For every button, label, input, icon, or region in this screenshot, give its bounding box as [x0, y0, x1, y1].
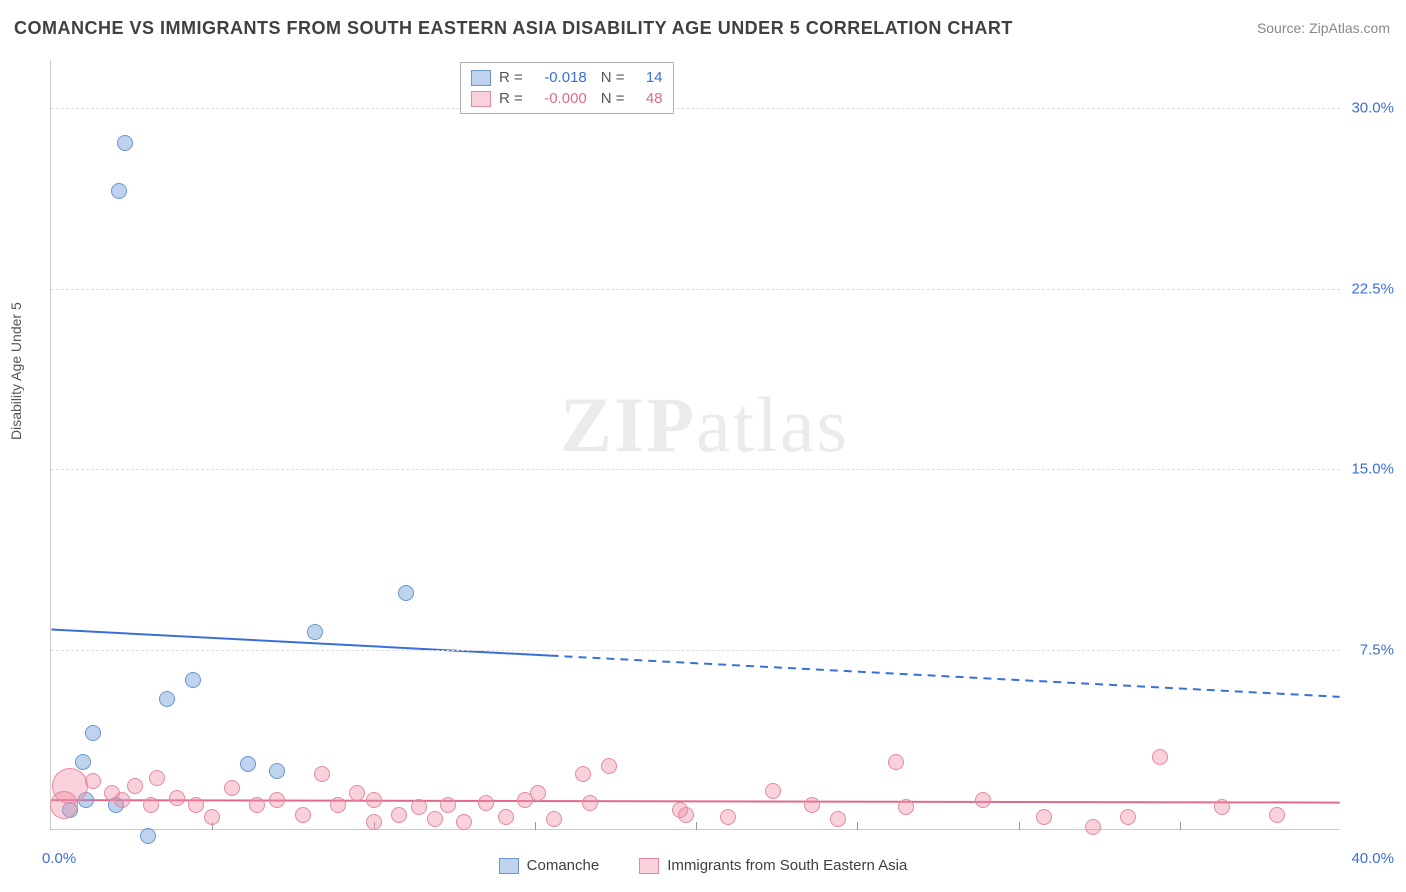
- data-point: [50, 791, 78, 819]
- data-point: [330, 797, 346, 813]
- data-point: [582, 795, 598, 811]
- series-legend: Comanche Immigrants from South Eastern As…: [0, 857, 1406, 874]
- data-point: [307, 624, 323, 640]
- data-point: [204, 809, 220, 825]
- legend-r-label: R =: [499, 69, 523, 86]
- data-point: [117, 135, 133, 151]
- data-point: [249, 797, 265, 813]
- legend-r-value: -0.000: [531, 90, 587, 107]
- data-point: [1152, 749, 1168, 765]
- data-point: [85, 725, 101, 741]
- y-axis-label: Disability Age Under 5: [8, 302, 24, 440]
- data-point: [398, 585, 414, 601]
- gridline: [51, 469, 1340, 470]
- data-point: [85, 773, 101, 789]
- legend-swatch: [639, 858, 659, 874]
- data-point: [1036, 809, 1052, 825]
- legend-stat-row: R = -0.018 N = 14: [471, 67, 663, 88]
- gridline: [51, 289, 1340, 290]
- data-point: [111, 183, 127, 199]
- gridline: [51, 650, 1340, 651]
- legend-n-label: N =: [601, 69, 625, 86]
- data-point: [269, 792, 285, 808]
- chart-title: COMANCHE VS IMMIGRANTS FROM SOUTH EASTER…: [14, 18, 1013, 39]
- data-point: [765, 783, 781, 799]
- data-point: [224, 780, 240, 796]
- data-point: [127, 778, 143, 794]
- trendline-solid: [51, 630, 550, 656]
- data-point: [411, 799, 427, 815]
- legend-swatch: [499, 858, 519, 874]
- x-tick-mark: [1180, 822, 1181, 830]
- legend-series-name: Comanche: [527, 857, 600, 874]
- data-point: [188, 797, 204, 813]
- data-point: [678, 807, 694, 823]
- data-point: [295, 807, 311, 823]
- legend-swatch: [471, 91, 491, 107]
- data-point: [975, 792, 991, 808]
- data-point: [601, 758, 617, 774]
- data-point: [314, 766, 330, 782]
- data-point: [169, 790, 185, 806]
- data-point: [349, 785, 365, 801]
- trendline-solid: [51, 800, 1339, 802]
- legend-swatch: [471, 70, 491, 86]
- data-point: [804, 797, 820, 813]
- data-point: [478, 795, 494, 811]
- legend-series-item: Comanche: [499, 857, 600, 874]
- data-point: [185, 672, 201, 688]
- y-tick-label: 22.5%: [1351, 280, 1394, 297]
- y-tick-label: 15.0%: [1351, 461, 1394, 478]
- data-point: [140, 828, 156, 844]
- data-point: [159, 691, 175, 707]
- x-tick-mark: [696, 822, 697, 830]
- x-tick-mark: [1019, 822, 1020, 830]
- source-attribution: Source: ZipAtlas.com: [1257, 20, 1390, 36]
- y-tick-label: 7.5%: [1360, 641, 1394, 658]
- data-point: [888, 754, 904, 770]
- legend-r-label: R =: [499, 90, 523, 107]
- data-point: [366, 792, 382, 808]
- x-tick-mark: [535, 822, 536, 830]
- data-point: [440, 797, 456, 813]
- trendlines-layer: [51, 60, 1340, 829]
- trendline-dashed: [551, 656, 1340, 697]
- legend-series-item: Immigrants from South Eastern Asia: [639, 857, 907, 874]
- data-point: [240, 756, 256, 772]
- data-point: [149, 770, 165, 786]
- correlation-legend: R = -0.018 N = 14 R = -0.000 N = 48: [460, 62, 674, 114]
- data-point: [143, 797, 159, 813]
- scatter-chart: [50, 60, 1340, 830]
- data-point: [1085, 819, 1101, 835]
- data-point: [1269, 807, 1285, 823]
- legend-n-value: 48: [633, 90, 663, 107]
- data-point: [427, 811, 443, 827]
- data-point: [575, 766, 591, 782]
- data-point: [75, 754, 91, 770]
- y-tick-label: 30.0%: [1351, 100, 1394, 117]
- data-point: [830, 811, 846, 827]
- data-point: [530, 785, 546, 801]
- data-point: [546, 811, 562, 827]
- gridline: [51, 108, 1340, 109]
- legend-stat-row: R = -0.000 N = 48: [471, 88, 663, 109]
- data-point: [114, 792, 130, 808]
- data-point: [498, 809, 514, 825]
- data-point: [269, 763, 285, 779]
- x-tick-mark: [857, 822, 858, 830]
- legend-n-value: 14: [633, 69, 663, 86]
- legend-series-name: Immigrants from South Eastern Asia: [667, 857, 907, 874]
- data-point: [898, 799, 914, 815]
- data-point: [1120, 809, 1136, 825]
- legend-r-value: -0.018: [531, 69, 587, 86]
- data-point: [366, 814, 382, 830]
- data-point: [391, 807, 407, 823]
- data-point: [720, 809, 736, 825]
- data-point: [1214, 799, 1230, 815]
- legend-n-label: N =: [601, 90, 625, 107]
- data-point: [456, 814, 472, 830]
